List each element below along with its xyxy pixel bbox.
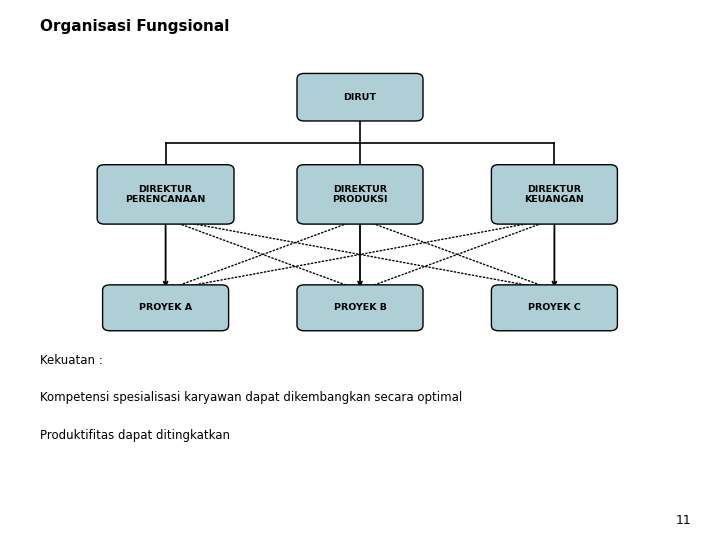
Text: 11: 11 — [675, 514, 691, 526]
Text: Kekuatan :: Kekuatan : — [40, 354, 102, 367]
FancyBboxPatch shape — [103, 285, 229, 330]
Text: PROYEK B: PROYEK B — [333, 303, 387, 312]
FancyBboxPatch shape — [491, 285, 618, 330]
FancyBboxPatch shape — [97, 165, 234, 224]
Text: DIREKTUR
PRODUKSI: DIREKTUR PRODUKSI — [332, 185, 388, 204]
FancyBboxPatch shape — [297, 165, 423, 224]
Text: PROYEK A: PROYEK A — [139, 303, 192, 312]
Text: Produktifitas dapat ditingkatkan: Produktifitas dapat ditingkatkan — [40, 429, 230, 442]
FancyBboxPatch shape — [491, 165, 618, 224]
FancyBboxPatch shape — [297, 73, 423, 121]
Text: DIREKTUR
PERENCANAAN: DIREKTUR PERENCANAAN — [125, 185, 206, 204]
FancyBboxPatch shape — [297, 285, 423, 330]
Text: DIRUT: DIRUT — [343, 93, 377, 102]
Text: Organisasi Fungsional: Organisasi Fungsional — [40, 19, 229, 34]
Text: PROYEK C: PROYEK C — [528, 303, 581, 312]
Text: DIREKTUR
KEUANGAN: DIREKTUR KEUANGAN — [524, 185, 585, 204]
Text: Kompetensi spesialisasi karyawan dapat dikembangkan secara optimal: Kompetensi spesialisasi karyawan dapat d… — [40, 392, 462, 404]
